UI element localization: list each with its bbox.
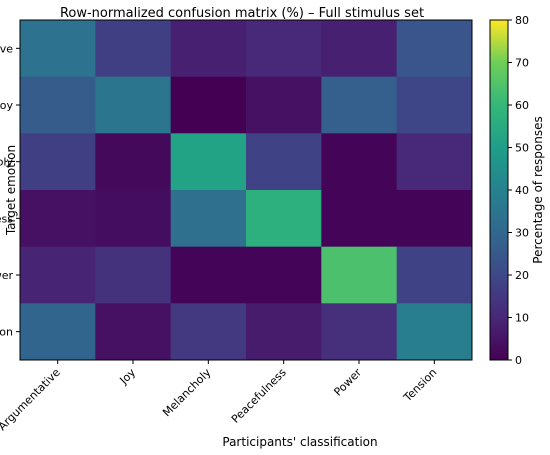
x-tick-label: Joy <box>117 366 139 388</box>
heatmap-cell-1-2 <box>170 76 247 134</box>
heatmap-cell-3-5 <box>396 190 473 248</box>
heatmap-cell-5-5 <box>396 303 473 361</box>
heatmap-cell-3-4 <box>321 190 398 248</box>
y-tick-label: Joy <box>0 99 13 112</box>
x-axis-label: Participants' classification <box>222 435 377 449</box>
heatmap-cell-2-5 <box>396 133 473 191</box>
colorbar-tick-label: 50 <box>515 142 529 155</box>
heatmap-cell-2-4 <box>321 133 398 191</box>
heatmap-cell-1-3 <box>246 76 322 134</box>
heatmap-cell-3-2 <box>170 190 247 248</box>
colorbar-tick-label: 40 <box>515 184 529 197</box>
x-tick-labels: Argumentative Joy Melancholy Peacefulness Po… <box>0 366 439 433</box>
heatmap-cell-5-4 <box>321 303 398 361</box>
colorbar <box>489 19 509 361</box>
heatmap-cell-0-4 <box>321 20 398 78</box>
heatmap-cell-5-0 <box>20 303 96 361</box>
y-tick-label: Argumentative <box>0 42 13 55</box>
heatmap-cell-5-1 <box>95 303 172 361</box>
heatmap-cell-1-1 <box>95 76 172 134</box>
heatmap-cell-1-5 <box>396 76 473 134</box>
chart-title: Row-normalized confusion matrix (%) – Fu… <box>60 6 424 21</box>
heatmap-cell-4-0 <box>20 246 96 304</box>
x-tick-label: Argumentative <box>0 366 63 433</box>
heatmap-cell-0-0 <box>20 20 96 78</box>
heatmap-cell-2-1 <box>95 133 172 191</box>
heatmap-cell-5-2 <box>170 303 247 361</box>
heatmap-cell-0-5 <box>396 20 473 78</box>
x-tick-label: Melancholy <box>160 366 214 420</box>
heatmap-cell-3-0 <box>20 190 96 248</box>
heatmap-cell-5-3 <box>246 303 322 361</box>
colorbar-label: Percentage of responses <box>531 116 545 263</box>
heatmap-cell-4-3 <box>246 246 322 304</box>
heatmap-cells <box>20 20 473 361</box>
y-tick-labels: Argumentative Joy Melancholy Peacefulness Po… <box>0 42 13 338</box>
y-tick-label: Tension <box>0 326 13 339</box>
heatmap-cell-2-2 <box>170 133 247 191</box>
colorbar-ticks: 0 10 20 30 40 50 60 70 80 <box>508 14 529 367</box>
y-tick-label: Power <box>0 269 13 282</box>
y-tick-label: Peacefulness <box>0 212 13 225</box>
heatmap-cell-4-4 <box>321 246 398 304</box>
colorbar-tick-label: 70 <box>515 57 529 70</box>
heatmap-frame <box>19 19 473 361</box>
heatmap-cell-3-1 <box>95 190 172 248</box>
x-tick-label: Tension <box>401 366 440 405</box>
heatmap-cell-4-1 <box>95 246 172 304</box>
x-tick-label: Power <box>331 366 364 399</box>
heatmap-cell-1-4 <box>321 76 398 134</box>
heatmap-cell-2-0 <box>20 133 96 191</box>
heatmap-cell-4-5 <box>396 246 473 304</box>
colorbar-tick-label: 10 <box>515 312 529 325</box>
y-axis-label: Target emotion <box>4 145 18 236</box>
heatmap-cell-0-3 <box>246 20 322 78</box>
heatmap-cell-0-2 <box>170 20 247 78</box>
colorbar-tick-label: 80 <box>515 14 529 27</box>
colorbar-tick-label: 20 <box>515 269 529 282</box>
heatmap-cell-4-2 <box>170 246 247 304</box>
heatmap-cell-0-1 <box>95 20 172 78</box>
x-tick-marks <box>57 360 435 364</box>
colorbar-tick-label: 60 <box>515 99 529 112</box>
heatmap-cell-1-0 <box>20 76 96 134</box>
y-tick-label: Melancholy <box>0 156 13 169</box>
colorbar-tick-label: 0 <box>515 354 522 367</box>
colorbar-tick-label: 30 <box>515 227 529 240</box>
heatmap-cell-2-3 <box>246 133 322 191</box>
y-tick-marks <box>16 47 20 333</box>
heatmap-cell-3-3 <box>246 190 322 248</box>
x-tick-label: Peacefulness <box>229 366 289 426</box>
